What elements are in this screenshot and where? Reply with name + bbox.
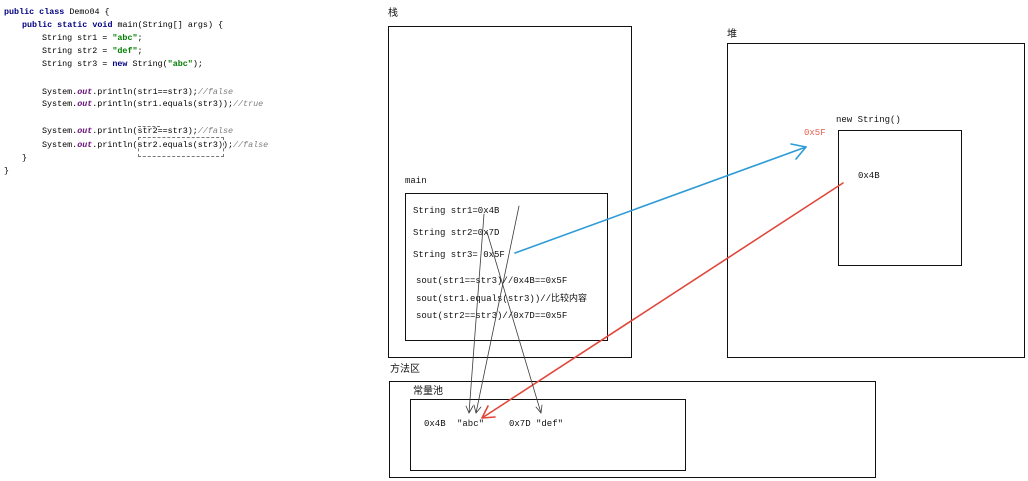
code-field: out bbox=[77, 126, 93, 136]
code-comment: //false bbox=[197, 126, 233, 136]
code-text: String str3 = bbox=[42, 59, 113, 69]
code-text: .println(str2==str3); bbox=[92, 126, 198, 136]
code-line-main-declaration: public static void main(String[] args) { bbox=[22, 20, 223, 30]
heap-object-label: new String() bbox=[836, 115, 901, 125]
pool-entry-value: "abc" bbox=[457, 419, 485, 429]
pool-entry-address: 0x4B bbox=[424, 419, 446, 429]
heap-label: 堆 bbox=[727, 29, 737, 40]
frame-compare-2: sout(str1.equals(str3))//比较内容 bbox=[416, 294, 588, 304]
code-line-println-1: System.out.println(str1==str3);//false bbox=[42, 87, 233, 97]
heap-object-value: 0x4B bbox=[858, 171, 880, 181]
code-comment: //true bbox=[233, 99, 264, 109]
code-text: String str2 = bbox=[42, 46, 113, 56]
code-keyword: new bbox=[112, 59, 128, 69]
main-frame-label: main bbox=[405, 176, 427, 186]
code-line-str1: String str1 = "abc"; bbox=[42, 33, 143, 43]
code-comment: //false bbox=[197, 87, 233, 97]
code-field: out bbox=[77, 99, 93, 109]
constant-pool-box bbox=[410, 399, 686, 471]
pool-entry-value: "def" bbox=[536, 419, 564, 429]
code-keyword: public static void bbox=[22, 20, 113, 30]
code-comment: //false bbox=[233, 140, 269, 150]
code-text: System. bbox=[42, 126, 78, 136]
code-line-str2: String str2 = "def"; bbox=[42, 46, 143, 56]
code-text: ); bbox=[192, 59, 203, 69]
code-text: .println(str1.equals(str3)); bbox=[92, 99, 233, 109]
code-string: "abc" bbox=[167, 59, 193, 69]
code-text: } bbox=[4, 166, 10, 176]
pool-entry-address: 0x7D bbox=[509, 419, 531, 429]
heap-object-box bbox=[838, 130, 962, 266]
code-line-println-2: System.out.println(str1.equals(str3));//… bbox=[42, 99, 263, 109]
code-line-class-declaration: public class Demo04 { bbox=[4, 7, 110, 17]
code-string: "def" bbox=[112, 46, 138, 56]
code-text: System. bbox=[42, 87, 78, 97]
code-field: out bbox=[77, 87, 93, 97]
code-line-println-4: System.out.println(str2.equals(str3));//… bbox=[42, 140, 268, 150]
frame-var-str1: String str1=0x4B bbox=[413, 206, 500, 216]
code-line-str3: String str3 = new String("abc"); bbox=[42, 59, 203, 69]
code-field: out bbox=[77, 140, 93, 150]
code-line-println-3: System.out.println(str2==str3);//false bbox=[42, 126, 233, 136]
code-text: System. bbox=[42, 140, 78, 150]
stack-label: 栈 bbox=[388, 8, 398, 19]
heap-object-address: 0x5F bbox=[804, 128, 826, 138]
frame-var-str3: String str3= 0x5F bbox=[413, 250, 505, 260]
code-text: System. bbox=[42, 99, 78, 109]
code-string: "abc" bbox=[112, 33, 138, 43]
code-text: .println(str2.equals(str3)); bbox=[92, 140, 233, 150]
code-text: .println(str1==str3); bbox=[92, 87, 198, 97]
code-line-class-close: } bbox=[4, 166, 9, 176]
code-text: ; bbox=[137, 46, 143, 56]
code-text: ; bbox=[137, 33, 143, 43]
code-text: String( bbox=[127, 59, 168, 69]
code-text: String str1 = bbox=[42, 33, 113, 43]
code-selection-mark bbox=[138, 126, 160, 127]
frame-var-str2: String str2=0x7D bbox=[413, 228, 500, 238]
method-area-label: 方法区 bbox=[390, 364, 420, 375]
code-text: } bbox=[22, 153, 28, 163]
code-line-main-close: } bbox=[22, 153, 27, 163]
code-text: Demo04 { bbox=[64, 7, 110, 17]
frame-compare-1: sout(str1==str3)//0x4B==0x5F bbox=[416, 276, 568, 286]
constant-pool-label: 常量池 bbox=[413, 386, 443, 397]
code-text: main(String[] args) { bbox=[112, 20, 224, 30]
code-keyword: public class bbox=[4, 7, 65, 17]
frame-compare-3: sout(str2==str3)//0x7D==0x5F bbox=[416, 311, 568, 321]
code-selection-box bbox=[138, 137, 224, 157]
